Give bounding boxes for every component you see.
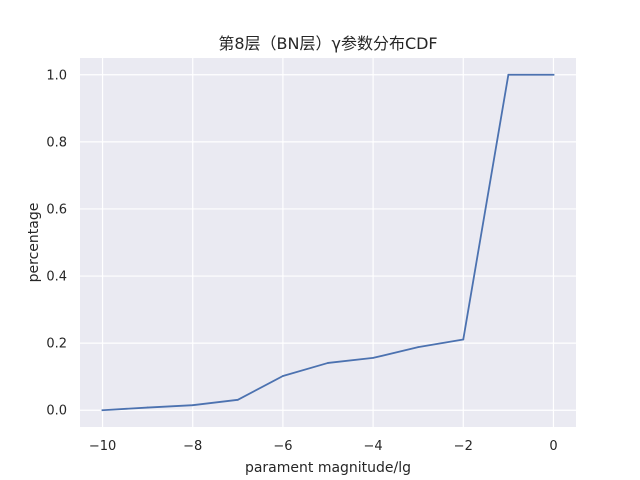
data-point — [101, 409, 104, 412]
data-point — [236, 398, 239, 401]
data-point — [282, 375, 284, 377]
series-layer — [101, 73, 555, 412]
data-point — [507, 73, 510, 76]
y-tick-label: 0.8 — [46, 135, 67, 150]
x-tick-label: −2 — [454, 439, 473, 454]
tick-labels: −10 −8 −6 −4 −2 0 0.0 0.2 0.4 0.6 0.8 1.0 — [46, 68, 557, 454]
x-tick-label: 0 — [549, 439, 557, 454]
chart-title: 第8层（BN层）γ参数分布CDF — [218, 34, 437, 53]
data-point — [372, 356, 374, 359]
data-point — [191, 404, 194, 407]
plot-background — [80, 58, 576, 427]
grid-lines — [80, 58, 576, 427]
y-tick-label: 0.4 — [46, 270, 67, 285]
data-point — [327, 362, 329, 364]
data-point — [146, 406, 149, 409]
y-axis-label: percentage — [26, 203, 42, 283]
y-tick-label: 0.2 — [46, 337, 67, 352]
x-tick-label: −4 — [364, 439, 383, 454]
data-point — [462, 338, 465, 341]
y-tick-label: 1.0 — [46, 68, 67, 83]
x-tick-label: −8 — [183, 439, 202, 454]
x-axis-label: parament magnitude/lg — [245, 460, 411, 476]
y-tick-label: 0.0 — [46, 404, 67, 419]
data-point — [552, 73, 555, 76]
y-tick-label: 0.6 — [46, 202, 67, 217]
x-tick-label: −6 — [273, 439, 292, 454]
x-tick-label: −10 — [89, 439, 116, 454]
data-point — [417, 346, 420, 349]
